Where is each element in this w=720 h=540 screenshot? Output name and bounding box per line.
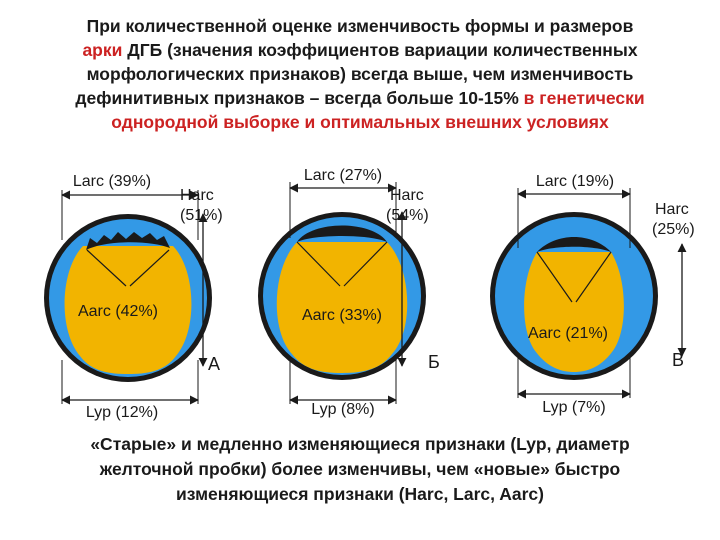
heading-line-1: При количественной оценке изменчивость ф… <box>86 16 634 36</box>
footer: «Старые» и медленно изменяющиеся признак… <box>20 432 700 507</box>
diagram-a: Larc (39%) Harc (51%) Aarc (42%) Lyp (12… <box>44 173 223 421</box>
aarc-boundary-left <box>536 251 573 303</box>
heading-arc-word: арки <box>82 40 123 60</box>
footer-line-3: изменяющиеся признаки (Harc, Larc, Aarc) <box>176 484 544 504</box>
aarc-boundary-left <box>296 241 341 287</box>
harc-label-1: Harc <box>655 201 689 218</box>
harc-label-1: Harc <box>180 187 214 204</box>
larc-label: Larc (27%) <box>304 167 382 184</box>
footer-line-2: желточной пробки) более изменчивы, чем «… <box>99 459 621 479</box>
harc-label-2: (25%) <box>652 221 695 238</box>
heading-line-4-red: в генетически <box>523 88 645 108</box>
diagram-letter: Б <box>428 352 440 372</box>
lyp-label: Lyp (7%) <box>542 399 605 416</box>
heading-line-3: морфологических признаков) всегда выше, … <box>86 64 634 84</box>
aarc-boundary-left <box>86 249 127 287</box>
harc-label-1: Harc <box>390 187 424 204</box>
yolk-mass <box>276 242 408 373</box>
heading-line-2: арки ДГБ (значения коэффициентов вариаци… <box>20 38 700 62</box>
heading: При количественной оценке изменчивость ф… <box>20 14 700 134</box>
aarc-boundary-right <box>129 249 170 287</box>
footer-line-1: «Старые» и медленно изменяющиеся признак… <box>90 434 630 454</box>
diagram-letter: В <box>672 350 684 370</box>
harc-label-2: (51%) <box>180 207 223 224</box>
larc-label: Larc (19%) <box>536 173 614 190</box>
arc-dark-region <box>297 225 387 242</box>
aarc-boundary-right <box>343 241 388 287</box>
arc-dark-region <box>537 237 611 252</box>
diagram-b: Larc (27%) Harc (54%) Aarc (33%) Lyp (8%… <box>258 167 440 418</box>
arc-dark-region <box>86 232 170 250</box>
heading-line-5: однородной выборке и оптимальных внешних… <box>111 112 609 132</box>
lyp-label: Lyp (8%) <box>311 401 374 418</box>
heading-line-4-black: дефинитивных признаков – всегда больше 1… <box>75 88 524 108</box>
yolk-mass <box>64 246 192 374</box>
aarc-label: Aarc (42%) <box>78 303 158 320</box>
lyp-label: Lyp (12%) <box>86 404 158 421</box>
heading-line-4: дефинитивных признаков – всегда больше 1… <box>20 86 700 110</box>
diagram-v: Larc (19%) Harc (25%) Aarc (21%) Lyp (7%… <box>490 173 695 416</box>
larc-label: Larc (39%) <box>73 173 151 190</box>
diagram-letter: А <box>208 354 220 374</box>
aarc-label: Aarc (33%) <box>302 307 382 324</box>
aarc-label: Aarc (21%) <box>528 325 608 342</box>
yolk-mass <box>524 252 624 372</box>
harc-label-2: (54%) <box>386 207 429 224</box>
aarc-boundary-right <box>575 251 612 303</box>
heading-line-2-rest: ДГБ (значения коэффициентов вариации кол… <box>122 40 638 60</box>
embryo-diagrams: Larc (39%) Harc (51%) Aarc (42%) Lyp (12… <box>44 167 695 421</box>
